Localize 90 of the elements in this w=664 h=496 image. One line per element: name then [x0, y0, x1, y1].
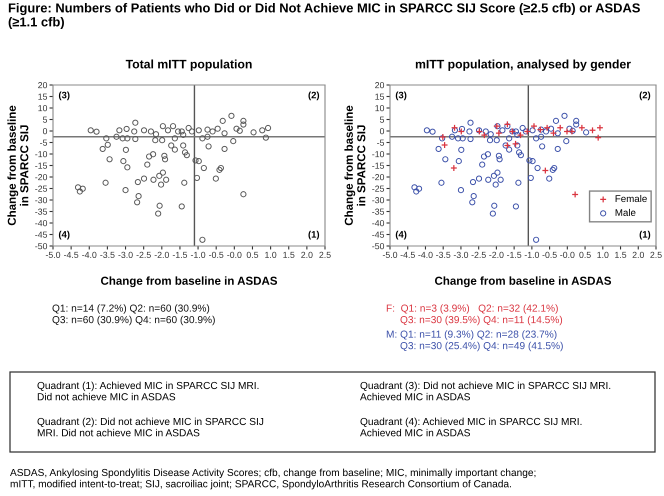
x-tick-label: -3.0: [118, 252, 133, 258]
x-tick-label: -0.5: [542, 252, 557, 258]
y-axis-title: Change from baseline in SPARCC SIJ: [344, 106, 366, 226]
y-tick-label: 0: [42, 128, 48, 134]
x-tick-label: 1.5: [615, 252, 626, 258]
text: Q3: n=30 (25.4%) Q4: n=49 (41.5%): [400, 342, 563, 352]
x-tick-label: -2.5: [136, 252, 151, 258]
y-tick-label: -50: [372, 243, 384, 250]
text: F: Q1: n=3 (3.9%) Q2: n=32 (42.1%): [386, 304, 558, 314]
y-tick-label: -30: [372, 197, 384, 204]
annotation: (1): [640, 230, 650, 240]
y-tick-label: -25: [372, 186, 384, 192]
x-axis-title: Change from baseline in ASDAS: [434, 276, 612, 288]
x-tick-label: -1.0: [190, 252, 206, 258]
y-tick-label: 0: [380, 128, 384, 134]
y-tick-label: -10: [372, 151, 384, 158]
y-tick-label: -45: [372, 232, 384, 238]
x-tick-label: 2.5: [650, 252, 662, 258]
y-tick-label: -30: [35, 197, 48, 204]
y-tick-label: -20: [35, 174, 48, 180]
x-tick-label: -1.5: [506, 252, 522, 258]
x-tick-label: 1.0: [265, 252, 276, 258]
text: Quadrant (3): Did not achieve MIC in SPARCC SIJ MRI. Achieved MIC in ASDAS: [360, 382, 610, 400]
x-tick-label: -2.0: [489, 252, 504, 258]
y-tick-label: -45: [35, 232, 48, 238]
x-tick-label: -4.0: [418, 252, 433, 258]
x-tick-label: 2.0: [632, 252, 644, 258]
y-tick-label: -5: [40, 140, 48, 146]
annotation: (1): [308, 230, 320, 240]
annotation: (4): [58, 230, 70, 240]
y-tick-label: -15: [372, 162, 384, 169]
x-tick-label: -1.0: [524, 252, 540, 258]
y-tick-label: -40: [372, 220, 384, 226]
y-tick-label: 10: [375, 105, 384, 112]
annotation: (2): [640, 91, 650, 100]
y-tick-label: -5: [377, 140, 384, 146]
y-tick-label: 5: [42, 116, 48, 123]
text: Q3: n=30 (39.5%) Q4: n=11 (14.5%): [400, 316, 562, 326]
legend-label: Female: [616, 194, 647, 202]
text: M: Q1: n=11 (9.3%) Q2: n=28 (23.7%): [386, 330, 557, 340]
x-tick-label: -3.5: [436, 252, 450, 258]
y-tick-label: 5: [380, 116, 384, 123]
x-tick-label: -0.5: [209, 252, 224, 258]
y-axis-title: Change from baseline in SPARCC SIJ: [7, 106, 28, 226]
x-tick-label: 0.5: [246, 252, 258, 258]
y-tick-label: 15: [38, 94, 48, 100]
annotation: (3): [58, 91, 70, 100]
y-tick-label: -10: [35, 151, 48, 158]
text: Quadrant (4): Achieved MIC in SPARCC SIJ MRI. Achieved MIC in ASDAS: [360, 418, 582, 436]
annotation: (3): [396, 91, 406, 100]
x-tick-label: -4.5: [400, 252, 415, 258]
x-tick-label: -0.0: [560, 252, 575, 258]
chart-title: mITT population, analysed by gender: [416, 59, 631, 71]
x-tick-label: 2.0: [301, 252, 313, 258]
y-tick-label: -50: [35, 243, 48, 250]
y-tick-label: 15: [375, 94, 384, 100]
x-tick-label: -3.0: [454, 252, 468, 258]
x-tick-label: -4.0: [82, 252, 96, 258]
x-tick-label: -3.5: [100, 252, 115, 258]
text: Q3: n=60 (30.9%) Q4: n=60 (30.9%): [52, 316, 215, 326]
y-tick-label: -15: [35, 162, 48, 169]
y-tick-label: 20: [38, 82, 48, 88]
y-tick-label: -25: [35, 186, 48, 192]
annotation: (4): [396, 230, 406, 240]
x-tick-label: -5.0: [46, 252, 60, 258]
text: Q1: n=14 (7.2%) Q2: n=60 (30.9%): [52, 304, 210, 314]
x-tick-label: -2.5: [472, 252, 486, 258]
text: Figure: Numbers of Patients who Did or Did Not Achieve MIC in SPARCC SIJ Score (≥2.5 cfb) or ASDAS (≥1.1 cfb): [8, 3, 640, 30]
x-tick-label: 1.0: [597, 252, 609, 258]
chart-title: Total mITT population: [126, 59, 252, 71]
x-tick-label: -1.5: [172, 252, 188, 258]
x-tick-label: -2.0: [154, 252, 169, 258]
x-tick-label: -5.0: [382, 252, 398, 258]
x-axis-title: Change from baseline in ASDAS: [100, 276, 278, 288]
y-tick-label: 20: [375, 82, 384, 88]
y-tick-label: -35: [35, 208, 48, 215]
y-tick-label: 10: [38, 105, 48, 112]
x-tick-label: 0.5: [579, 252, 591, 258]
x-tick-label: 2.5: [319, 252, 331, 258]
text: Quadrant (1): Achieved MIC in SPARCC SIJ MRI. Did not achieve MIC in ASDAS: [37, 382, 258, 400]
text: ASDAS, Ankylosing Spondylitis Disease Activity Scores; cfb, change from baseline; MIC, minimally important change; mITT, modified intent-to-treat; SIJ, sacroiliac joint; SPARCC, SpondyloArthritis Research Consortium of Canada.: [10, 468, 536, 490]
x-tick-label: -4.5: [64, 252, 78, 258]
y-tick-label: -35: [372, 208, 384, 215]
text: Quadrant (2): Did not achieve MIC in SPARCC SIJ MRI. Did not achieve MIC in ASDAS: [37, 418, 264, 436]
y-tick-label: -20: [372, 174, 384, 180]
x-tick-label: -0.0: [227, 252, 242, 258]
annotation: (2): [308, 91, 320, 100]
y-tick-label: -40: [35, 220, 48, 226]
x-tick-label: 1.5: [283, 252, 294, 258]
legend-label: Male: [616, 208, 636, 216]
